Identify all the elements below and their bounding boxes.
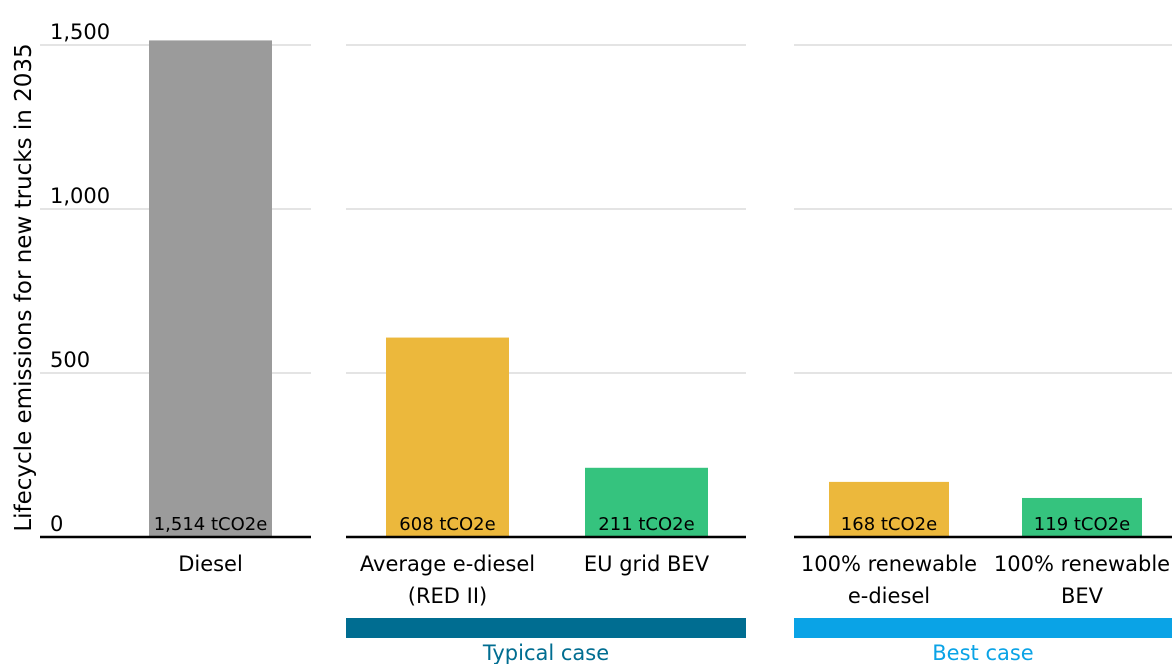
- y-tick-label: 0: [50, 512, 63, 536]
- category-label: 100% renewable: [994, 552, 1170, 576]
- data-label: 211 tCO2e: [598, 514, 694, 535]
- y-axis-label: Lifecycle emissions for new trucks in 20…: [11, 43, 37, 531]
- group-band: [346, 618, 746, 638]
- category-label: EU grid BEV: [584, 552, 710, 576]
- category-label: Diesel: [178, 552, 243, 576]
- category-label: BEV: [1061, 584, 1104, 608]
- bar: [149, 40, 272, 538]
- category-label: (RED II): [408, 584, 487, 608]
- category-label: 100% renewable: [801, 552, 977, 576]
- category-label: Average e-diesel: [360, 552, 535, 576]
- data-label: 1,514 tCO2e: [154, 514, 268, 535]
- bar: [386, 337, 509, 537]
- data-label: 119 tCO2e: [1034, 514, 1130, 535]
- data-label: 168 tCO2e: [841, 514, 937, 535]
- bar: [1022, 497, 1142, 537]
- y-tick-label: 1,000: [50, 184, 110, 208]
- group-label: Best case: [932, 641, 1033, 664]
- group-label: Typical case: [482, 641, 609, 664]
- data-label: 608 tCO2e: [399, 514, 495, 535]
- y-tick-label: 1,500: [50, 20, 110, 44]
- group-band: [794, 618, 1172, 638]
- y-tick-label: 500: [50, 348, 90, 372]
- bar: [829, 481, 949, 537]
- category-label: e-diesel: [848, 584, 930, 608]
- bar: [585, 467, 708, 537]
